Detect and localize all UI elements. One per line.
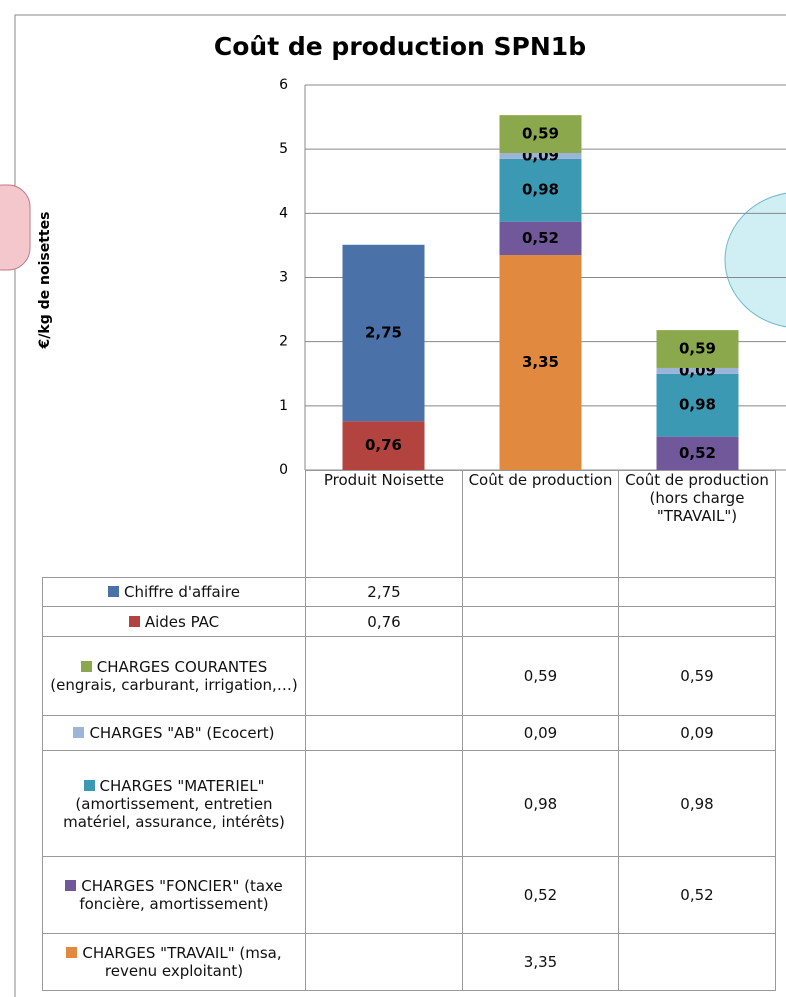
table-value: 0,52 xyxy=(618,856,776,934)
table-value: 0,59 xyxy=(618,636,776,716)
table-row: Chiffre d'affaire 2,75 xyxy=(42,577,776,607)
data-label: 0,52 xyxy=(522,229,559,247)
table-row: CHARGES COURANTES (engrais, carburant, i… xyxy=(42,636,776,716)
empty-cell xyxy=(618,577,776,607)
legend-label: Aides PAC xyxy=(144,612,220,631)
bar-segment xyxy=(499,221,582,256)
empty-cell xyxy=(305,933,463,991)
table-value: 0,09 xyxy=(462,715,619,751)
chart-title: Coût de production SPN1b xyxy=(214,32,586,61)
table-value: 0,98 xyxy=(462,750,619,857)
legend-swatch xyxy=(83,779,95,791)
legend-swatch xyxy=(128,615,140,627)
empty-cell xyxy=(462,577,619,607)
legend-label: CHARGES "TRAVAIL" (msa, revenu exploitan… xyxy=(82,944,282,980)
legend-swatch xyxy=(65,880,77,891)
legend-label: CHARGES "MATERIEL" (amortissement, entre… xyxy=(63,776,285,831)
category-label: Coût de production xyxy=(462,470,619,578)
bar-segment xyxy=(499,158,582,222)
y-tick-label: 2 xyxy=(279,334,288,350)
empty-cell xyxy=(462,606,619,637)
legend-label: CHARGES "FONCIER" (taxe foncière, amorti… xyxy=(79,877,283,913)
table-row: CHARGES "FONCIER" (taxe foncière, amorti… xyxy=(42,856,776,934)
data-label: 0,59 xyxy=(679,340,716,358)
data-label: 0,98 xyxy=(522,181,559,199)
chart-frame xyxy=(14,14,786,997)
bar-segment xyxy=(342,421,425,470)
table-value: 0,98 xyxy=(618,750,776,857)
empty-cell xyxy=(618,606,776,637)
legend-swatch xyxy=(66,947,78,958)
legend-swatch xyxy=(80,661,92,672)
bar-segment xyxy=(342,244,425,422)
legend-label: CHARGES COURANTES (engrais, carburant, i… xyxy=(50,658,298,694)
table-value: 0,52 xyxy=(462,856,619,934)
legend-entry: CHARGES "FONCIER" (taxe foncière, amorti… xyxy=(42,856,306,934)
y-axis-label: €/kg de noisettes xyxy=(37,212,53,350)
y-tick-label: 4 xyxy=(279,205,288,221)
decor-shape xyxy=(0,184,31,271)
y-tick-label: 3 xyxy=(279,270,288,286)
data-label: 0,52 xyxy=(679,444,716,462)
legend-entry: Chiffre d'affaire xyxy=(42,577,306,607)
y-tick-label: 6 xyxy=(279,77,288,93)
table-row: CHARGES "TRAVAIL" (msa, revenu exploitan… xyxy=(42,933,776,991)
legend-entry: CHARGES "AB" (Ecocert) xyxy=(42,715,306,751)
data-label: 3,35 xyxy=(522,353,559,371)
legend-swatch xyxy=(108,586,120,597)
bar-segment xyxy=(499,153,582,159)
table-value: 3,35 xyxy=(462,933,619,991)
y-tick-label: 1 xyxy=(279,398,288,414)
legend-swatch xyxy=(73,727,85,738)
y-tick-label: 0 xyxy=(279,462,288,478)
table-value: 0,76 xyxy=(305,606,463,637)
bar-segment xyxy=(656,367,739,374)
data-label: 0,59 xyxy=(522,125,559,143)
empty-cell xyxy=(618,933,776,991)
empty-cell xyxy=(305,750,463,857)
bar-segment xyxy=(656,436,739,470)
table-value: 0,09 xyxy=(618,715,776,751)
empty-cell xyxy=(305,715,463,751)
data-table: Produit Noisette Coût de production Coût d… xyxy=(42,470,776,991)
table-row: CHARGES "MATERIEL" (amortissement, entre… xyxy=(42,750,776,857)
data-label: 0,98 xyxy=(679,396,716,414)
legend-entry: CHARGES COURANTES (engrais, carburant, i… xyxy=(42,636,306,716)
y-tick-label: 5 xyxy=(279,141,288,157)
table-row: Aides PAC 0,76 xyxy=(42,606,776,637)
legend-label: Chiffre d'affaire xyxy=(124,583,240,601)
bar-segment xyxy=(656,373,739,437)
blank-cell xyxy=(43,471,306,578)
legend-entry: CHARGES "TRAVAIL" (msa, revenu exploitan… xyxy=(42,933,306,991)
empty-cell xyxy=(305,856,463,934)
data-label: 2,75 xyxy=(365,324,402,342)
category-label: Produit Noisette xyxy=(305,470,463,578)
empty-cell xyxy=(305,636,463,716)
legend-entry: CHARGES "MATERIEL" (amortissement, entre… xyxy=(42,750,306,857)
data-label: 0,76 xyxy=(365,436,402,454)
bar-segment xyxy=(499,255,582,470)
legend-label: CHARGES "AB" (Ecocert) xyxy=(89,724,275,742)
table-row: CHARGES "AB" (Ecocert) 0,09 0,09 xyxy=(42,715,776,751)
table-value: 2,75 xyxy=(305,577,463,607)
category-label: Coût de production (hors charge "TRAVAIL… xyxy=(618,470,776,578)
table-value: 0,59 xyxy=(462,636,619,716)
bar-segment xyxy=(656,330,739,368)
bar-segment xyxy=(499,115,582,154)
header-row: Produit Noisette Coût de production Coût d… xyxy=(43,470,776,578)
legend-entry: Aides PAC xyxy=(42,606,306,637)
decor-shape xyxy=(724,192,786,328)
